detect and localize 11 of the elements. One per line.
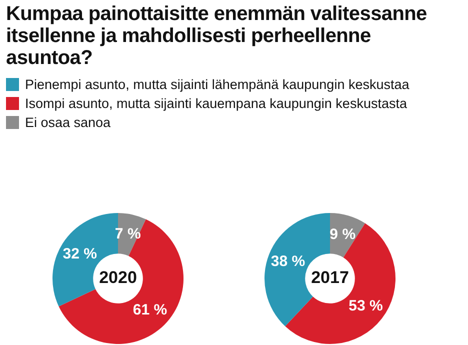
data-label: 32 % <box>62 245 97 262</box>
legend-label: Pienempi asunto, mutta sijainti lähempänä kaupungin keskustaa <box>25 77 410 92</box>
chart-title: Kumpaa painottaisitte enemmän valitessanne itsellenne ja mahdollisesti perheellenne asuntoa? <box>5 2 428 69</box>
legend-label: Ei osaa sanoa <box>25 115 111 130</box>
data-label: 9 % <box>330 226 356 244</box>
data-label: 61 % <box>132 302 168 319</box>
data-label: 38 % <box>270 253 306 270</box>
data-label: 53 % <box>348 297 383 314</box>
legend-label: Isompi asunto, mutta sijainti kauempana kaupungin keskustasta <box>25 96 407 111</box>
text: 2020 <box>99 268 137 288</box>
text: 2017 <box>311 268 349 288</box>
